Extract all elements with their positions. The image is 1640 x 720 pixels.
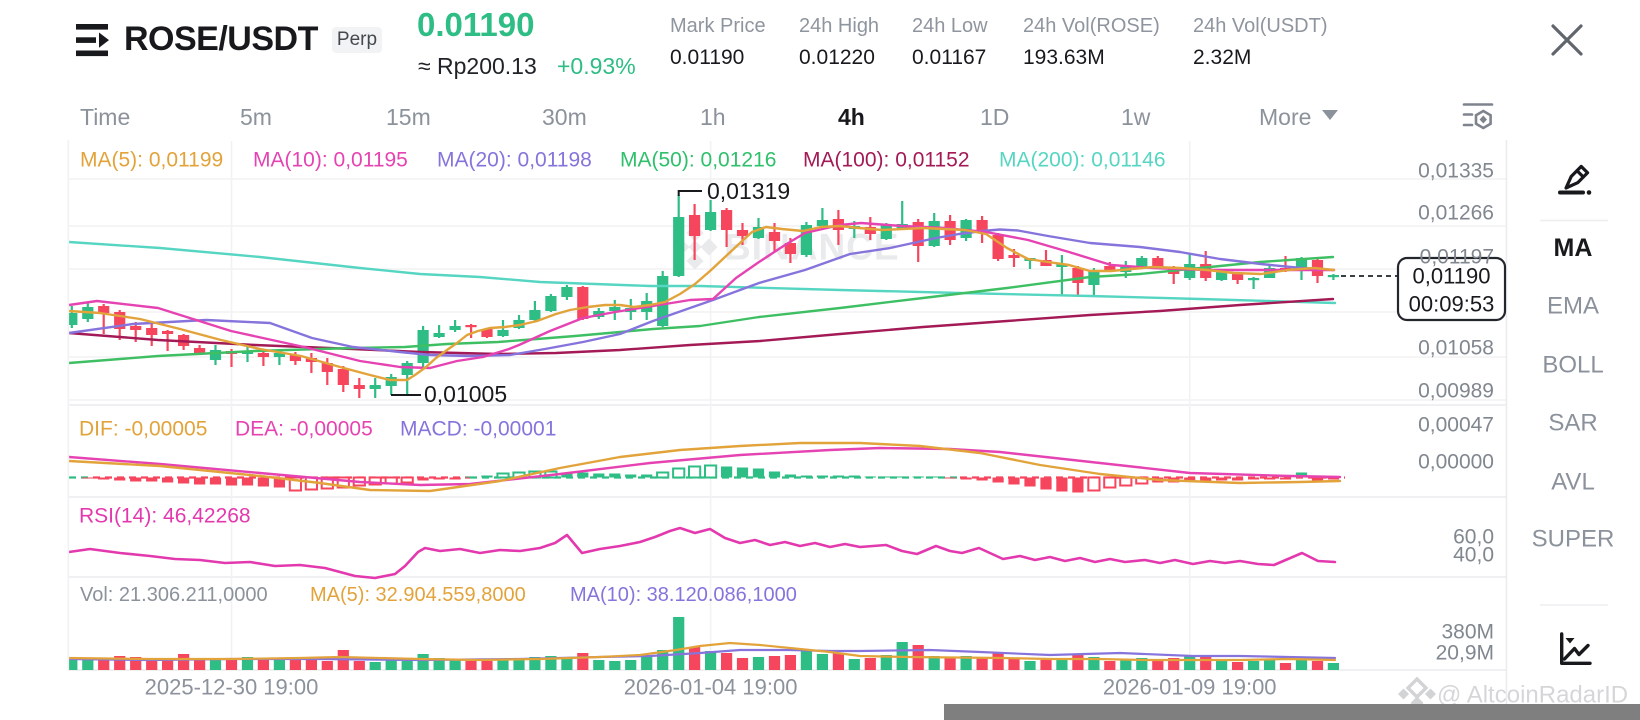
svg-text:2026-01-09 19:00: 2026-01-09 19:00 [1103, 675, 1277, 700]
svg-text:MA(200): 0,01146: MA(200): 0,01146 [999, 149, 1166, 172]
svg-text:00:09:53: 00:09:53 [1409, 292, 1495, 317]
svg-text:MA(5): 32.904.559,8000: MA(5): 32.904.559,8000 [310, 584, 526, 606]
svg-text:Vol: 21.306.211,0000: Vol: 21.306.211,0000 [80, 584, 268, 606]
svg-text:AVL: AVL [1551, 469, 1595, 496]
svg-text:0,01005: 0,01005 [424, 381, 507, 407]
svg-text:SAR: SAR [1548, 410, 1597, 437]
svg-text:MA(20): 0,01198: MA(20): 0,01198 [437, 149, 592, 172]
svg-text:40,0: 40,0 [1453, 544, 1494, 567]
svg-text:SUPER: SUPER [1532, 526, 1615, 553]
svg-text:MA(10): 38.120.086,1000: MA(10): 38.120.086,1000 [570, 584, 797, 606]
svg-text:380M: 380M [1441, 621, 1494, 644]
svg-text:0,00047: 0,00047 [1418, 414, 1494, 437]
svg-text:DEA: -0,00005: DEA: -0,00005 [235, 418, 373, 441]
svg-text:DIF: -0,00005: DIF: -0,00005 [79, 418, 207, 441]
svg-text:MA(5): 0,01199: MA(5): 0,01199 [80, 149, 223, 172]
svg-text:MA(100): 0,01152: MA(100): 0,01152 [803, 149, 970, 172]
svg-text:20,9M: 20,9M [1436, 642, 1494, 665]
svg-text:RSI(14): 46,42268: RSI(14): 46,42268 [79, 505, 251, 528]
svg-text:0,01190: 0,01190 [1413, 264, 1491, 289]
svg-text:0,00000: 0,00000 [1418, 451, 1494, 474]
svg-text:MA(50): 0,01216: MA(50): 0,01216 [620, 149, 776, 172]
svg-text:MACD: -0,00001: MACD: -0,00001 [400, 418, 556, 441]
svg-text:0,01197: 0,01197 [1420, 246, 1494, 269]
svg-text:MA: MA [1554, 234, 1593, 262]
svg-text:0,01319: 0,01319 [707, 178, 790, 204]
svg-text:BOLL: BOLL [1542, 352, 1603, 379]
svg-text:2025-12-30 19:00: 2025-12-30 19:00 [145, 675, 319, 700]
svg-text:0,01266: 0,01266 [1418, 202, 1494, 225]
svg-text:EMA: EMA [1547, 293, 1599, 320]
svg-text:0,01058: 0,01058 [1418, 337, 1494, 360]
svg-text:0,01335: 0,01335 [1418, 160, 1494, 183]
svg-text:60,0: 60,0 [1453, 526, 1494, 549]
svg-text:2026-01-04 19:00: 2026-01-04 19:00 [624, 675, 798, 700]
svg-text:MA(10): 0,01195: MA(10): 0,01195 [253, 149, 408, 172]
svg-text:0,00989: 0,00989 [1418, 380, 1494, 403]
